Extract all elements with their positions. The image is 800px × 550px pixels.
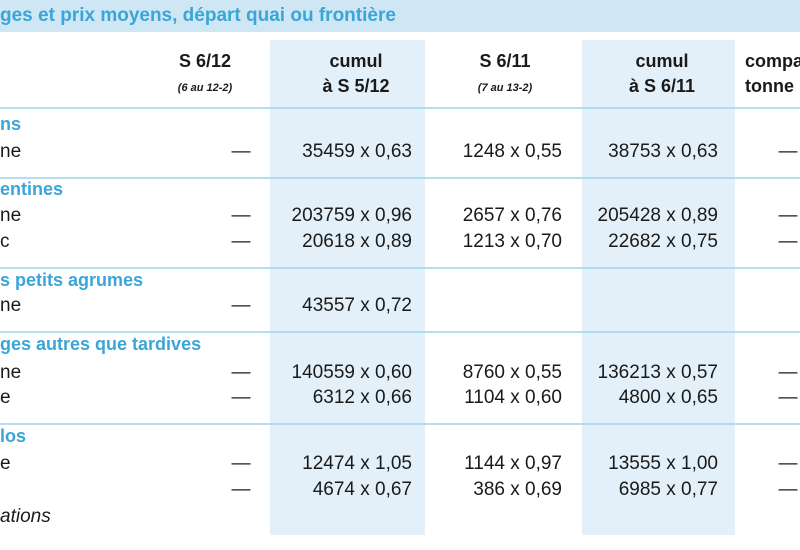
cell: — — [779, 205, 798, 226]
header-sublabel: à S 5/12 — [322, 76, 389, 96]
group-label: ges autres que tardives — [0, 334, 201, 354]
cell: 8760 x 0,55 — [463, 362, 562, 383]
cell: — — [232, 205, 251, 226]
group-label: ns — [0, 114, 21, 134]
cell: — — [779, 141, 798, 162]
row-label: e — [0, 453, 11, 474]
header-label: cumul — [635, 51, 688, 71]
cell: 203759 x 0,96 — [292, 205, 412, 226]
cell: 12474 x 1,05 — [302, 453, 412, 474]
header-sublabel: (7 au 13-2) — [478, 82, 533, 94]
cell: 4674 x 0,67 — [313, 479, 412, 500]
cell: 6985 x 0,77 — [619, 479, 718, 500]
cell: 22682 x 0,75 — [608, 231, 718, 252]
row-label: c — [0, 231, 10, 252]
cell: — — [779, 387, 798, 408]
header-label: compa — [745, 51, 800, 71]
cell: 43557 x 0,72 — [302, 295, 412, 316]
cell: 6312 x 0,66 — [313, 387, 412, 408]
header-label: S 6/12 — [179, 51, 231, 71]
cell: — — [779, 362, 798, 383]
header-label: cumul — [329, 51, 382, 71]
title-bar — [0, 0, 800, 32]
group-label: s petits agrumes — [0, 270, 143, 290]
cell: 2657 x 0,76 — [463, 205, 562, 226]
shaded-column — [582, 40, 735, 535]
cell: 13555 x 1,00 — [608, 453, 718, 474]
cell: 205428 x 0,89 — [598, 205, 718, 226]
shaded-column — [270, 40, 425, 535]
header-sublabel: tonne — [745, 76, 794, 96]
row-label: ne — [0, 205, 21, 226]
cell: 140559 x 0,60 — [292, 362, 412, 383]
group-label: los — [0, 426, 26, 446]
cell: 386 x 0,69 — [473, 479, 562, 500]
cell: 1248 x 0,55 — [463, 141, 562, 162]
cell: — — [779, 479, 798, 500]
cell: — — [232, 387, 251, 408]
group-label: entines — [0, 179, 63, 199]
cell: — — [232, 295, 251, 316]
cell: 35459 x 0,63 — [302, 141, 412, 162]
row-label: ne — [0, 141, 21, 162]
cell: 1144 x 0,97 — [464, 453, 562, 474]
title: ges et prix moyens, départ quai ou front… — [0, 5, 396, 26]
cell: 136213 x 0,57 — [598, 362, 718, 383]
cell: — — [232, 479, 251, 500]
cell: — — [779, 453, 798, 474]
header-sublabel: à S 6/11 — [629, 76, 695, 96]
cell: — — [232, 141, 251, 162]
row-label: ne — [0, 362, 21, 383]
row-label: ne — [0, 295, 21, 316]
cell: 1104 x 0,60 — [464, 387, 562, 408]
footer-label: ations — [0, 506, 51, 527]
header-label: S 6/11 — [479, 51, 530, 71]
cell: 20618 x 0,89 — [302, 231, 412, 252]
cell: — — [232, 362, 251, 383]
cell: 4800 x 0,65 — [619, 387, 718, 408]
cell: — — [232, 453, 251, 474]
cell: — — [779, 231, 798, 252]
cell: 1213 x 0,70 — [463, 231, 562, 252]
header-sublabel: (6 au 12-2) — [178, 82, 233, 94]
row-label: e — [0, 387, 11, 408]
cell: — — [232, 231, 251, 252]
cell: 38753 x 0,63 — [608, 141, 718, 162]
